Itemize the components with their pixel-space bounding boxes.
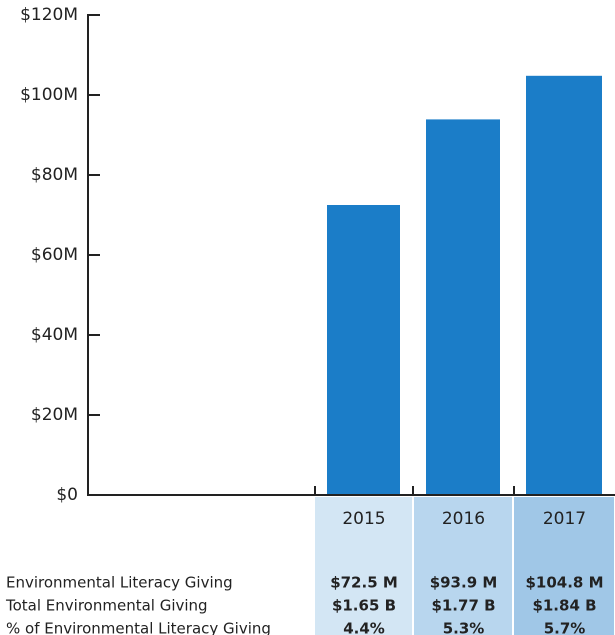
literacy-share: 5.3% — [443, 620, 485, 635]
y-tick-label: $20M — [31, 405, 78, 425]
total-giving: $1.77 B — [431, 597, 495, 615]
x-tick-label: 2016 — [442, 509, 485, 529]
column-background — [315, 497, 412, 635]
column-background — [514, 497, 614, 635]
y-tick-label: $120M — [20, 5, 78, 25]
y-tick-label: $0 — [56, 485, 78, 505]
total-giving: $1.65 B — [332, 597, 396, 615]
literacy-share: 4.4% — [343, 620, 385, 635]
column-background — [414, 497, 512, 635]
row-label: Environmental Literacy Giving — [6, 574, 233, 592]
y-tick-label: $100M — [20, 85, 78, 105]
y-tick-label: $40M — [31, 325, 78, 345]
bar — [526, 75, 602, 496]
value-label: $72.5 M — [330, 574, 398, 592]
value-label: $104.8 M — [525, 574, 603, 592]
y-tick-label: $60M — [31, 245, 78, 265]
literacy-share: 5.7% — [544, 620, 586, 635]
bar — [327, 205, 400, 495]
x-tick-label: 2015 — [342, 509, 385, 529]
row-label: % of Environmental Literacy Giving — [6, 620, 271, 635]
value-label: $93.9 M — [430, 574, 498, 592]
y-tick-label: $80M — [31, 165, 78, 185]
row-label: Total Environmental Giving — [5, 597, 208, 615]
total-giving: $1.84 B — [532, 597, 596, 615]
bar — [426, 119, 500, 496]
x-tick-label: 2017 — [543, 509, 586, 529]
